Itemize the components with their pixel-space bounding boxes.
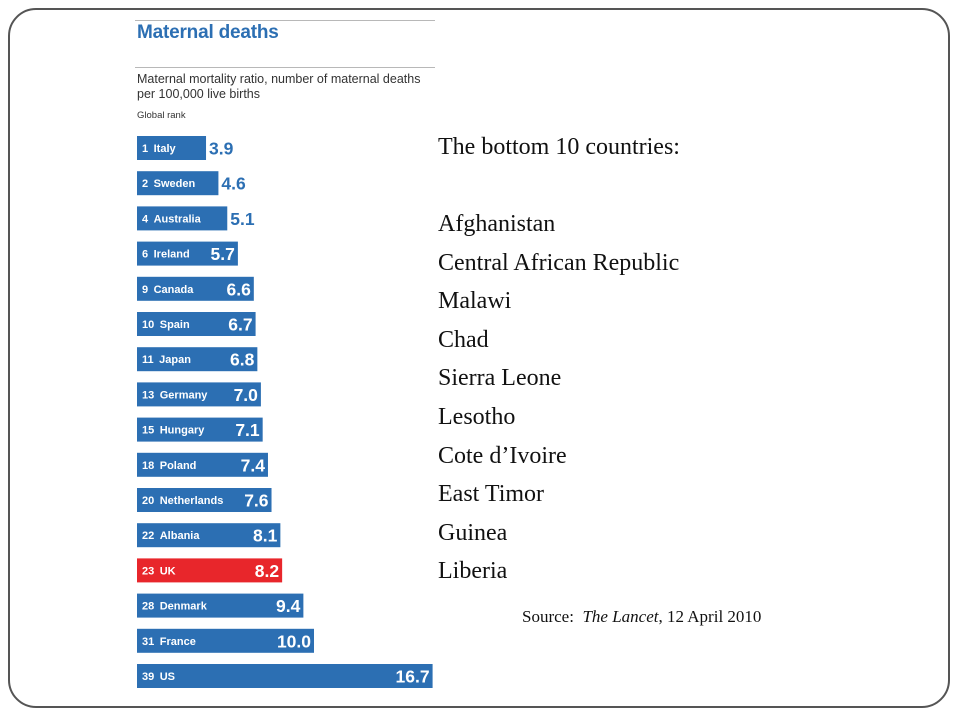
bar-italy <box>137 136 207 160</box>
bar-category-label: 28 Denmark <box>142 601 208 613</box>
country-item: East Timor <box>438 481 545 508</box>
bar-value-label: 8.2 <box>255 561 280 581</box>
bar-category-label: 2 Sweden <box>142 178 195 190</box>
bar-category-label: 18 Poland <box>142 460 196 472</box>
source-prefix: Source: <box>522 607 574 626</box>
bar-category-label: 4 Australia <box>142 213 202 225</box>
global-rank-label: Global rank <box>137 110 186 121</box>
country-item: Central African Republic <box>438 249 680 276</box>
bar-value-label: 7.6 <box>244 491 269 511</box>
country-item: Afghanistan <box>438 211 556 237</box>
bar-australia <box>137 206 228 231</box>
bar-category-label: 13 Germany <box>142 389 208 401</box>
chart-subtitle: Maternal mortality ratio, number of mate… <box>137 72 421 101</box>
bar-germany <box>137 382 261 407</box>
bar-japan <box>137 347 258 372</box>
bar-value-label: 6.8 <box>230 350 255 370</box>
bar-sweden <box>137 171 219 196</box>
country-item: Lesotho <box>438 403 516 430</box>
bar-category-label: 1 Italy <box>142 143 177 155</box>
bar-value-label: 3.9 <box>209 139 234 159</box>
bar-france <box>137 628 314 653</box>
bar-category-label: 6 Ireland <box>142 249 190 261</box>
bar-value-label: 9.4 <box>276 596 301 616</box>
chart-title: Maternal deaths <box>137 22 279 43</box>
bar-value-label: 6.6 <box>226 279 251 299</box>
country-item: Cote d’Ivoire <box>438 442 567 469</box>
bar-value-label: 16.7 <box>396 667 430 687</box>
bar-category-label: 9 Canada <box>142 284 194 296</box>
bar-category-label: 22 Albania <box>142 530 200 542</box>
bar-value-label: 7.0 <box>234 385 259 405</box>
country-item: Malawi <box>438 288 512 315</box>
source-date: , 12 April 2010 <box>658 607 762 626</box>
bottom-countries-list: Afghanistan Central African Republic Mal… <box>438 205 680 591</box>
bar-value-label: 4.6 <box>221 174 246 194</box>
title-top-rule <box>135 20 435 21</box>
bar-value-label: 7.1 <box>235 420 260 440</box>
bar-albania <box>137 523 281 548</box>
source-citation: Source: The Lancet, 12 April 2010 <box>522 607 761 627</box>
bar-value-label: 6.7 <box>228 315 252 335</box>
country-item: Guinea <box>438 519 508 546</box>
bar-category-label: 11 Japan <box>142 354 191 366</box>
bar-canada <box>137 276 254 301</box>
bar-value-label: 8.1 <box>253 526 278 546</box>
bar-category-label: 39 US <box>142 671 175 683</box>
bar-value-label: 5.1 <box>230 209 255 229</box>
bottom-countries-heading: The bottom 10 countries: <box>438 134 680 160</box>
country-item: Sierra Leone <box>438 365 562 392</box>
bar-denmark <box>137 593 304 618</box>
bar-spain <box>137 312 256 336</box>
bar-category-label: 10 Spain <box>142 319 190 331</box>
bar-category-label: 15 Hungary <box>142 425 205 437</box>
bar-category-label: 23 UK <box>142 565 176 577</box>
bar-hungary <box>137 417 263 442</box>
bar-value-label: 5.7 <box>211 244 235 264</box>
bar-value-label: 10.0 <box>277 631 311 651</box>
bar-us <box>137 664 433 688</box>
country-item: Chad <box>438 326 489 353</box>
bar-category-label: 20 Netherlands <box>142 495 223 507</box>
bar-ireland <box>137 241 238 266</box>
bar-netherlands <box>137 488 272 512</box>
country-item: Liberia <box>438 558 508 585</box>
source-publication: The Lancet <box>582 607 659 626</box>
title-bottom-rule <box>135 67 435 68</box>
bar-value-label: 7.4 <box>241 455 266 475</box>
bar-category-label: 31 France <box>142 636 196 648</box>
bar-uk <box>137 558 283 583</box>
bar-poland <box>137 452 268 477</box>
bottom-countries-panel: The bottom 10 countries: Afghanistan Cen… <box>438 128 680 591</box>
